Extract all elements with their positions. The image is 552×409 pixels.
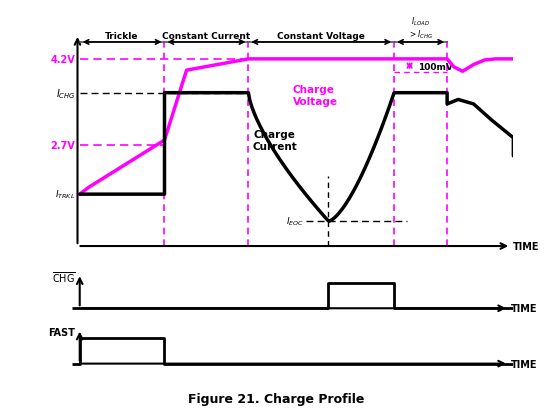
Text: 4.2V: 4.2V: [51, 55, 75, 65]
Text: Trickle: Trickle: [105, 31, 139, 40]
Text: Figure 21. Charge Profile: Figure 21. Charge Profile: [188, 392, 364, 405]
Text: Constant Voltage: Constant Voltage: [277, 31, 365, 40]
Text: TIME: TIME: [513, 241, 540, 252]
Text: $\overline{\mathsf{CHG}}$: $\overline{\mathsf{CHG}}$: [51, 269, 75, 284]
Text: $I_{CHG}$: $I_{CHG}$: [56, 87, 75, 100]
Text: FAST: FAST: [49, 327, 75, 337]
Text: 100mV: 100mV: [418, 63, 453, 72]
Text: Charge
Current: Charge Current: [252, 130, 298, 152]
Text: $I_{TRKL}$: $I_{TRKL}$: [55, 189, 75, 201]
Text: TIME: TIME: [511, 303, 538, 313]
Text: $I_{LOAD}$
$>I_{CHG}$: $I_{LOAD}$ $>I_{CHG}$: [408, 15, 433, 41]
Text: 2.7V: 2.7V: [51, 140, 75, 150]
Text: TIME: TIME: [511, 359, 538, 369]
Text: Constant Current: Constant Current: [162, 31, 251, 40]
Text: Charge
Voltage: Charge Voltage: [293, 85, 338, 107]
Text: $I_{EOC}$: $I_{EOC}$: [285, 216, 304, 228]
